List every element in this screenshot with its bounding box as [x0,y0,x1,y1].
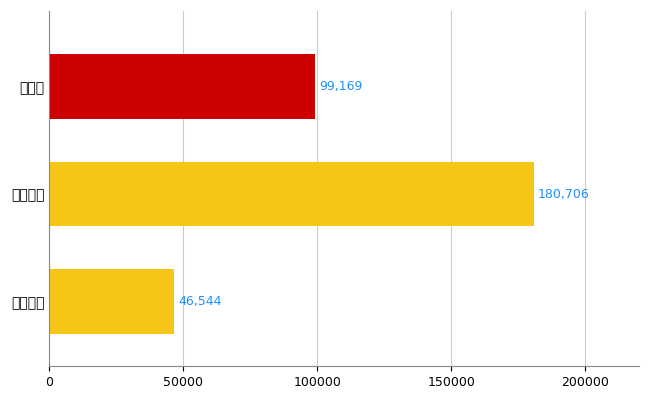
Bar [49,269,174,334]
Text: 46,544: 46,544 [178,295,222,308]
Bar [49,54,315,119]
Text: 99,169: 99,169 [319,80,363,93]
Bar [49,162,534,226]
Text: 180,706: 180,706 [538,188,590,200]
